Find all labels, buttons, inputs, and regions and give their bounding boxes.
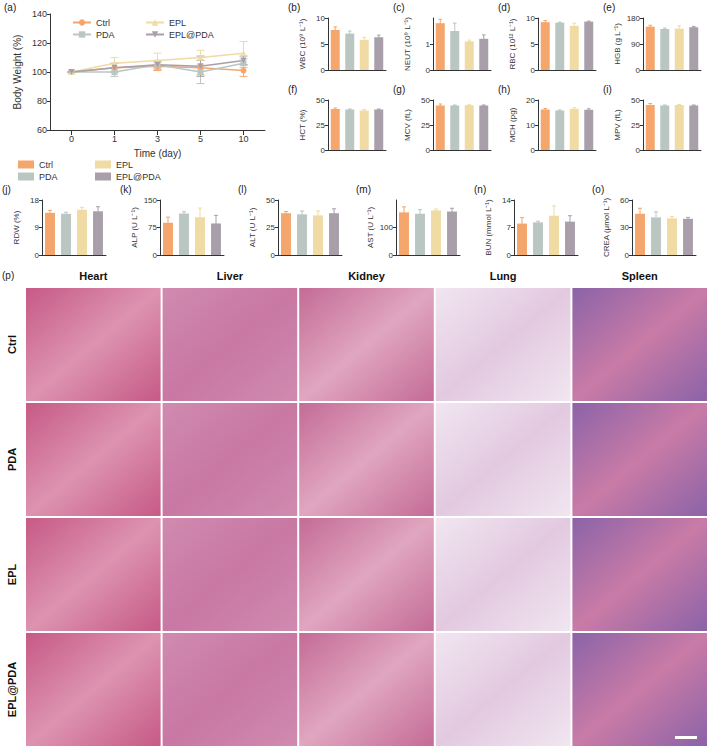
- svg-text:18: 18: [30, 196, 39, 205]
- svg-text:100: 100: [32, 67, 47, 77]
- svg-text:Liver: Liver: [217, 270, 244, 282]
- svg-text:25: 25: [266, 223, 275, 232]
- svg-text:60: 60: [620, 196, 629, 205]
- svg-text:Ctrl: Ctrl: [6, 335, 18, 354]
- svg-text:Ctrl: Ctrl: [39, 160, 53, 170]
- svg-text:PDA: PDA: [39, 172, 58, 182]
- svg-text:(p): (p): [2, 270, 14, 281]
- svg-text:140: 140: [32, 9, 47, 19]
- svg-text:0: 0: [389, 251, 394, 260]
- svg-text:1: 1: [426, 40, 431, 49]
- svg-text:90: 90: [631, 40, 640, 49]
- svg-text:(d): (d): [498, 2, 510, 13]
- svg-text:0: 0: [426, 146, 431, 155]
- svg-text:(m): (m): [356, 184, 371, 195]
- svg-text:(e): (e): [603, 2, 615, 13]
- svg-text:25: 25: [316, 121, 325, 130]
- svg-text:(i): (i): [603, 84, 612, 95]
- svg-text:5: 5: [198, 134, 203, 144]
- svg-text:25: 25: [421, 121, 430, 130]
- svg-text:50: 50: [421, 96, 430, 105]
- svg-text:EPL: EPL: [116, 160, 133, 170]
- svg-text:0: 0: [426, 66, 431, 75]
- svg-text:MPV (fL): MPV (fL): [613, 109, 622, 141]
- svg-text:10: 10: [238, 134, 248, 144]
- svg-text:0: 0: [321, 66, 326, 75]
- svg-text:0: 0: [531, 66, 536, 75]
- svg-text:Lung: Lung: [490, 270, 517, 282]
- svg-text:50: 50: [631, 96, 640, 105]
- svg-text:Body Weight (%): Body Weight (%): [12, 35, 23, 110]
- svg-text:50: 50: [316, 96, 325, 105]
- svg-text:(n): (n): [474, 184, 486, 195]
- svg-text:(j): (j): [2, 184, 11, 195]
- svg-text:0: 0: [507, 251, 512, 260]
- svg-text:5: 5: [321, 40, 326, 49]
- svg-text:PDA: PDA: [96, 30, 115, 40]
- svg-text:30: 30: [620, 223, 629, 232]
- svg-text:(c): (c): [393, 2, 405, 13]
- svg-text:RDW (%): RDW (%): [12, 210, 21, 244]
- svg-text:HCT (%): HCT (%): [298, 109, 307, 140]
- svg-text:10: 10: [526, 14, 535, 23]
- svg-text:7: 7: [507, 223, 512, 232]
- svg-text:60: 60: [37, 125, 47, 135]
- svg-text:(f): (f): [288, 84, 297, 95]
- svg-text:1: 1: [112, 134, 117, 144]
- svg-text:5: 5: [531, 40, 536, 49]
- svg-text:0: 0: [636, 146, 641, 155]
- svg-text:EPL: EPL: [6, 564, 18, 586]
- svg-text:EPL: EPL: [169, 18, 186, 28]
- svg-text:(b): (b): [288, 2, 300, 13]
- svg-text:(o): (o): [592, 184, 604, 195]
- svg-text:9: 9: [35, 223, 40, 232]
- svg-text:HGB (g L⁻¹): HGB (g L⁻¹): [613, 23, 622, 65]
- svg-text:Spleen: Spleen: [622, 270, 658, 282]
- svg-text:75: 75: [148, 223, 157, 232]
- svg-text:80: 80: [37, 96, 47, 106]
- svg-text:180: 180: [627, 14, 641, 23]
- svg-text:0: 0: [35, 251, 40, 260]
- svg-text:(k): (k): [120, 184, 132, 195]
- svg-text:Ctrl: Ctrl: [96, 18, 110, 28]
- svg-text:3: 3: [155, 134, 160, 144]
- svg-text:Kidney: Kidney: [348, 270, 386, 282]
- svg-text:0: 0: [625, 251, 630, 260]
- svg-text:25: 25: [631, 121, 640, 130]
- svg-text:50: 50: [266, 196, 275, 205]
- svg-text:0: 0: [69, 134, 74, 144]
- svg-text:(g): (g): [393, 84, 405, 95]
- svg-text:Time (day): Time (day): [134, 148, 181, 159]
- svg-text:20: 20: [526, 96, 535, 105]
- svg-text:0: 0: [271, 251, 276, 260]
- svg-text:MCH (pg): MCH (pg): [508, 107, 517, 142]
- svg-text:0: 0: [531, 146, 536, 155]
- svg-text:EPL@PDA: EPL@PDA: [116, 172, 161, 182]
- svg-text:10: 10: [526, 121, 535, 130]
- svg-text:MCV (fL): MCV (fL): [403, 109, 412, 141]
- svg-text:EPL@PDA: EPL@PDA: [6, 662, 18, 717]
- svg-text:WBC (10⁹ L⁻¹): WBC (10⁹ L⁻¹): [298, 18, 307, 69]
- svg-text:14: 14: [502, 196, 511, 205]
- svg-text:NEUT (10⁹ L⁻¹): NEUT (10⁹ L⁻¹): [403, 17, 412, 71]
- svg-text:120: 120: [32, 38, 47, 48]
- svg-text:(l): (l): [238, 184, 247, 195]
- svg-text:0: 0: [321, 146, 326, 155]
- svg-text:EPL@PDA: EPL@PDA: [169, 30, 214, 40]
- svg-text:0: 0: [153, 251, 158, 260]
- svg-text:BUN (mmol L⁻¹): BUN (mmol L⁻¹): [484, 199, 493, 256]
- svg-text:RBC (10¹² L⁻¹): RBC (10¹² L⁻¹): [508, 18, 517, 69]
- svg-text:CREA (μmol L⁻¹): CREA (μmol L⁻¹): [602, 198, 611, 258]
- svg-text:0: 0: [636, 66, 641, 75]
- svg-text:(h): (h): [498, 84, 510, 95]
- svg-text:ALP (U L⁻¹): ALP (U L⁻¹): [130, 207, 139, 248]
- svg-text:PDA: PDA: [6, 448, 18, 471]
- svg-text:10: 10: [316, 14, 325, 23]
- svg-text:AST (U L⁻¹): AST (U L⁻¹): [366, 207, 375, 248]
- svg-text:(a): (a): [4, 2, 16, 13]
- svg-text:150: 150: [144, 196, 158, 205]
- svg-text:Heart: Heart: [79, 270, 107, 282]
- svg-text:100: 100: [380, 223, 394, 232]
- svg-text:ALT (U L⁻¹): ALT (U L⁻¹): [248, 207, 257, 247]
